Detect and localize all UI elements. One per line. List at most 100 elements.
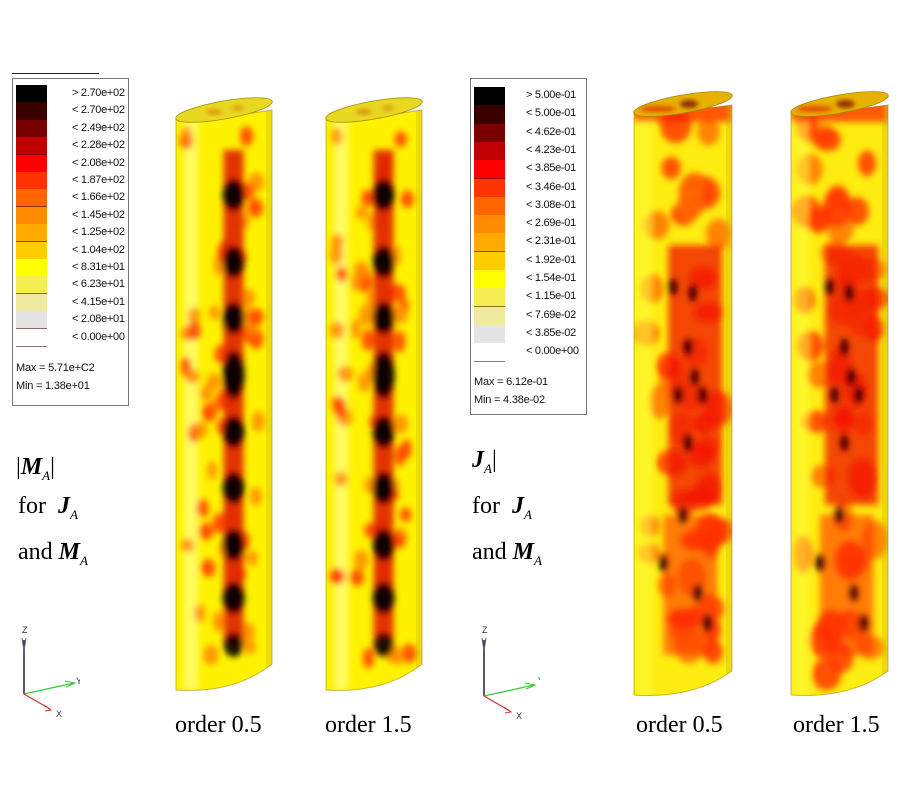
for-symbol: J (57, 493, 70, 519)
legend-level-label: < 1.54e-01 (526, 272, 576, 284)
cylinder-m-0 (175, 97, 273, 691)
color-legend: > 5.00e-01 < 5.00e-01 < 4.62e-01 < 4.23e-01… (470, 78, 587, 415)
legend-level-label: < 0.00e+00 (72, 330, 125, 343)
and-text: and (472, 539, 507, 565)
legend-level: < 3.85e-02 (474, 324, 584, 344)
abs-bar-left: | (16, 454, 21, 480)
quantity-symbol: J (472, 447, 484, 473)
legend-level: < 1.87e+02 (16, 172, 126, 190)
cylinder-j-0 (633, 91, 733, 696)
cylinder-surface (176, 110, 272, 691)
for-text: for (472, 493, 500, 519)
legend-level: < 1.45e+02 (16, 206, 126, 225)
legend-level: < 5.00e-01 (474, 105, 584, 125)
axis-y-label: Y (538, 676, 540, 686)
color-legend: > 2.70e+02 < 2.70e+02 < 2.49e+02 < 2.28e+02… (12, 78, 129, 406)
legend-level-label: < 6.23e+01 (72, 278, 125, 291)
cylinder-surface (634, 105, 732, 696)
legend-level: < 1.25e+02 (16, 224, 126, 243)
legend-swatch (474, 343, 505, 363)
axes-triad-icon: Z Y X (21, 625, 80, 719)
legend-level-label: < 8.31e+01 (72, 261, 125, 273)
legend-level: < 1.92e-01 (474, 251, 584, 271)
legend-level-label: < 2.08e+02 (72, 156, 125, 169)
legend-level: < 4.23e-01 (474, 141, 584, 161)
legend-level-label: > 5.00e-01 (526, 89, 576, 101)
legend-max: Max = 6.12e-01 (474, 376, 548, 388)
legend-level-label: < 1.45e+02 (72, 208, 125, 221)
and-line: and MA (472, 540, 542, 567)
legend-max: Max = 5.71e+C2 (16, 362, 95, 374)
legend-level-label: < 5.00e-01 (526, 107, 576, 120)
abs-bar-right: | (50, 454, 55, 480)
for-line: for JA (18, 494, 78, 521)
legend-level-label: < 2.69e-01 (526, 217, 576, 230)
legend-level-label: < 1.25e+02 (72, 226, 125, 239)
legend-level-label: < 3.85e-02 (526, 326, 576, 339)
quantity-subscript: A (484, 461, 492, 476)
legend-level-label: < 4.62e-01 (526, 125, 576, 138)
legend-level: < 1.54e-01 (474, 270, 584, 289)
quantity-symbol: M (20, 454, 43, 480)
legend-level-label: < 2.49e+02 (72, 121, 125, 134)
quantity-label: |MA| (16, 455, 55, 482)
legend-level-label: < 3.85e-01 (526, 162, 576, 175)
cylinder-top-cap (790, 91, 889, 117)
cylinder-top-cap (633, 91, 733, 117)
legend-level: < 1.66e+02 (16, 189, 126, 208)
and-subscript: A (80, 553, 88, 568)
for-line: for JA (472, 494, 532, 521)
legend-level-label: < 2.28e+02 (72, 139, 125, 152)
cylinder-top-cap (325, 97, 423, 123)
quantity-subscript: A (42, 468, 51, 483)
legend-level: < 2.31e-01 (474, 233, 584, 253)
legend-level-label: < 2.31e-01 (526, 235, 576, 248)
and-subscript: A (534, 553, 542, 568)
legend-level-label: < 1.92e-01 (526, 253, 576, 266)
axis-z-label: Z (482, 625, 488, 635)
legend-level-label: < 1.15e-01 (526, 290, 576, 303)
for-subscript: A (523, 507, 532, 522)
legend-level: < 0.00e+00 (474, 343, 584, 363)
and-text: and (18, 539, 53, 565)
quantity-label: JA| (472, 448, 497, 475)
legend-level: < 3.46e-01 (474, 178, 584, 198)
caption-j-order-0-5: order 0.5 (636, 712, 723, 738)
cylinder-j-1 (790, 91, 889, 696)
legend-level-label: < 1.04e+02 (72, 243, 125, 256)
legend-min: Min = 1.38e+01 (16, 380, 90, 392)
legend-level-label: < 2.08e+01 (72, 313, 125, 326)
cylinder-top-cap (175, 97, 273, 123)
legend-swatch (16, 328, 47, 347)
axis-x-label: X (56, 709, 62, 719)
legend-level: < 2.08e+01 (16, 311, 126, 330)
abs-bar-right: | (491, 447, 497, 473)
for-symbol: J (511, 493, 524, 519)
legend-level: < 2.69e-01 (474, 215, 584, 235)
legend-level-label: < 0.00e+00 (526, 345, 579, 358)
legend-level-label: > 2.70e+02 (72, 87, 125, 99)
for-text: for (18, 493, 46, 519)
cylinder-surface (791, 105, 888, 696)
legend-level-label: < 4.15e+01 (72, 295, 125, 308)
legend-level-label: < 7.69e-02 (526, 308, 576, 321)
and-line: and MA (18, 540, 88, 567)
legend-top-rule (12, 73, 99, 74)
legend-level-label: < 2.70e+02 (72, 104, 125, 117)
caption-j-order-1-5: order 1.5 (793, 712, 880, 738)
legend-level-label: < 1.87e+02 (72, 174, 125, 186)
caption-m-order-1-5: order 1.5 (325, 712, 412, 738)
cylinder-m-1 (325, 97, 423, 691)
legend-level-label: < 4.23e-01 (526, 143, 576, 156)
caption-m-order-0-5: order 0.5 (175, 712, 262, 738)
legend-min: Min = 4.38e-02 (474, 394, 545, 406)
for-subscript: A (69, 507, 78, 522)
legend-level: < 1.04e+02 (16, 241, 126, 260)
legend-level: < 3.85e-01 (474, 160, 584, 180)
legend-level-label: < 3.46e-01 (526, 180, 576, 193)
cylinder-surface (326, 110, 422, 691)
axis-x-label: X (516, 711, 522, 721)
legend-level-label: < 3.08e-01 (526, 198, 576, 211)
and-symbol: M (512, 539, 534, 565)
